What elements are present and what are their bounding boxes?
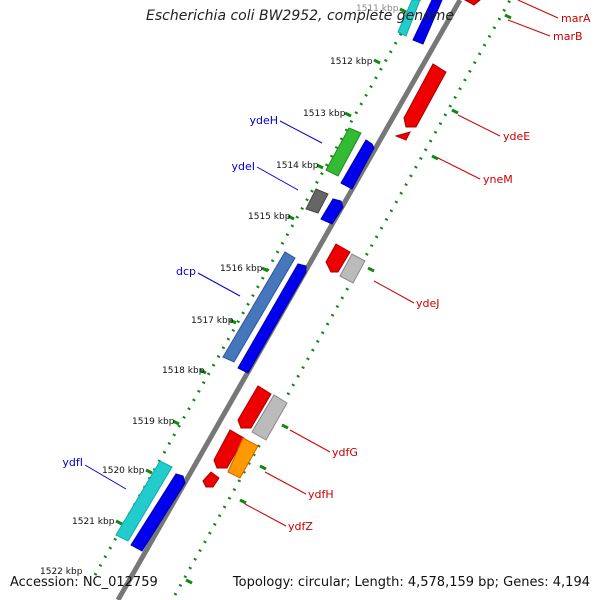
- tick-mark-1521: [115, 519, 123, 526]
- tick-mark-1520: [145, 468, 153, 475]
- gene-arrow-ydeJ[interactable]: [325, 243, 351, 273]
- kbp-label-1515: 1515 kbp: [248, 212, 291, 222]
- tick-mark-1516: [261, 266, 269, 273]
- reverse-strand-genes: [202, 0, 481, 488]
- tick-mark-1514: [316, 163, 324, 170]
- gene-label-ydeI[interactable]: ydeI: [231, 160, 255, 173]
- gene-arrow-ydfH-red[interactable]: [213, 429, 245, 469]
- gene-arrow-ydeI-blue[interactable]: [320, 198, 344, 225]
- leader-ydeH: [279, 120, 323, 144]
- gene-label-ydfI[interactable]: ydfI: [62, 456, 83, 469]
- gene-arrow-ydeJ-gray[interactable]: [339, 253, 366, 284]
- right-track-marks: [185, 13, 512, 585]
- gene-arrow-top-cyan[interactable]: [397, 0, 421, 37]
- kbp-label-1511: 1511 kbp: [356, 4, 399, 14]
- forward-strand-genes: [115, 0, 443, 552]
- gene-arrow-top-blue[interactable]: [412, 0, 443, 45]
- accession-label: Accession: NC_012759: [10, 575, 158, 590]
- forward-leader-lines: [84, 120, 323, 490]
- gene-label-ydeE[interactable]: ydeE: [503, 130, 530, 143]
- right-dotted-track: [173, 0, 512, 596]
- kbp-label-1518: 1518 kbp: [162, 366, 205, 376]
- gene-label-ydfZ[interactable]: ydfZ: [288, 520, 313, 533]
- gene-label-ydeJ[interactable]: ydeJ: [416, 297, 440, 310]
- tick-mark-1515: [287, 214, 295, 221]
- gene-label-ydfH[interactable]: ydfH: [308, 488, 334, 501]
- gene-label-ydfG[interactable]: ydfG: [332, 446, 358, 459]
- tick-mark-1519: [172, 419, 180, 426]
- leader-ydfH: [264, 471, 307, 495]
- gene-arrow-ydfG[interactable]: [251, 394, 288, 441]
- tick-mark-1513: [344, 111, 352, 118]
- gene-arrow-ydeE[interactable]: [403, 63, 447, 128]
- leader-dcp: [197, 272, 241, 297]
- kbp-label-1522: 1522 kbp: [40, 567, 83, 577]
- leader-ydfZ: [244, 503, 287, 527]
- gene-arrow-marA[interactable]: [463, 0, 481, 6]
- leader-ydfI: [84, 464, 127, 490]
- gene-arrow-ydeH[interactable]: [325, 127, 362, 177]
- kbp-label-1512: 1512 kbp: [330, 57, 373, 67]
- kbp-label-1517: 1517 kbp: [191, 316, 234, 326]
- leader-ydfG: [289, 429, 331, 453]
- gene-arrow-ydfH[interactable]: [227, 437, 259, 479]
- gene-arrow-yneM[interactable]: [394, 131, 411, 141]
- gene-arrow-ydeH-blue[interactable]: [340, 139, 375, 190]
- gene-arrow-ydfZ[interactable]: [202, 471, 220, 488]
- gene-arrow-ydfG-red[interactable]: [237, 385, 272, 429]
- tick-mark-1511: [399, 7, 407, 14]
- leader-marA: [517, 0, 559, 19]
- gene-label-yneM[interactable]: yneM: [483, 173, 513, 186]
- gene-label-dcp[interactable]: dcp: [176, 265, 196, 278]
- leader-ydeJ: [373, 280, 415, 304]
- tick-mark-1512: [373, 58, 381, 65]
- leader-ydeI: [256, 166, 299, 191]
- kbp-label-1513: 1513 kbp: [303, 109, 346, 119]
- reverse-leader-lines: [244, 0, 559, 527]
- gene-arrow-ydeI[interactable]: [305, 188, 329, 214]
- kbp-label-1520: 1520 kbp: [102, 466, 145, 476]
- gene-arrow-dcp[interactable]: [222, 251, 296, 363]
- kbp-label-1514: 1514 kbp: [276, 161, 319, 171]
- tick-mark-1518: [199, 368, 207, 375]
- tick-mark-1517: [229, 318, 237, 325]
- leader-marB: [507, 19, 551, 37]
- gene-label-ydeH[interactable]: ydeH: [249, 114, 278, 127]
- genome-title: Escherichia coli BW2952, complete genome: [146, 8, 454, 24]
- gene-label-marB[interactable]: marB: [553, 30, 583, 43]
- genome-summary: Topology: circular; Length: 4,578,159 bp…: [232, 575, 590, 590]
- kbp-label-1521: 1521 kbp: [72, 517, 115, 527]
- leader-yneM: [437, 157, 481, 180]
- gene-label-marA[interactable]: marA: [561, 12, 591, 25]
- gene-arrow-ydfI[interactable]: [115, 460, 173, 542]
- kbp-tick-marks: [115, 7, 407, 526]
- gene-arrow-ydfI-blue[interactable]: [130, 473, 186, 552]
- leader-ydeE: [457, 114, 501, 137]
- kbp-label-1516: 1516 kbp: [220, 264, 263, 274]
- kbp-label-1519: 1519 kbp: [132, 417, 175, 427]
- gene-arrow-dcp-blue[interactable]: [237, 263, 307, 374]
